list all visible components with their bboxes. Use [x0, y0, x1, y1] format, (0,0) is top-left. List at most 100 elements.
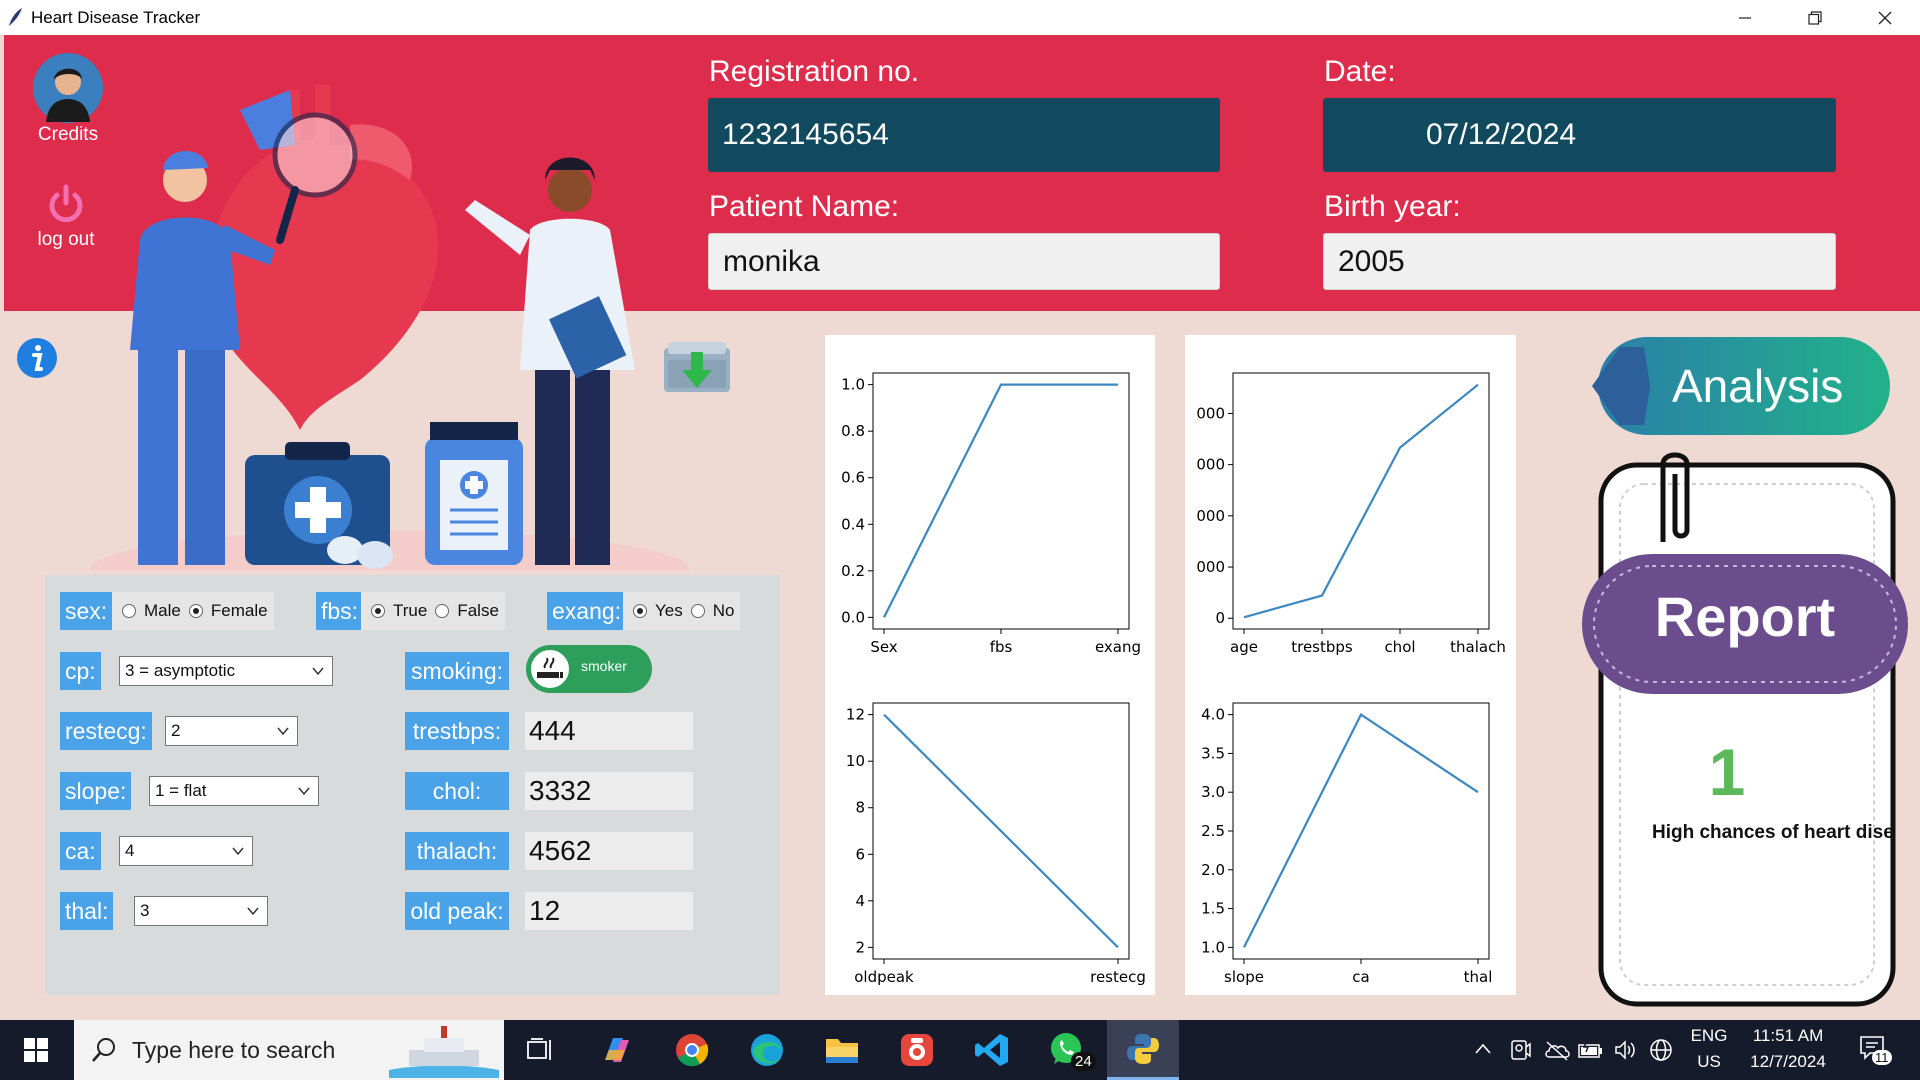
fbs-false-radio[interactable] — [435, 604, 450, 618]
y-tick-label: 2.0 — [1201, 861, 1225, 879]
clock-time: 11:51 AM — [1752, 1026, 1824, 1045]
ca-select[interactable]: 4 — [119, 836, 253, 866]
ca-label: ca: — [60, 832, 101, 870]
python-icon — [1127, 1033, 1159, 1064]
trestbps-input[interactable]: 444 — [525, 712, 693, 750]
y-tick-label: 0.2 — [841, 562, 865, 580]
fbs-true-radio[interactable] — [371, 604, 385, 618]
thalach-label: thalach: — [405, 832, 509, 870]
edge-app[interactable] — [737, 1020, 797, 1080]
restore-icon — [1808, 10, 1822, 25]
chrome-app[interactable] — [662, 1020, 722, 1080]
vscode-app[interactable] — [962, 1020, 1022, 1080]
cp-select[interactable]: 3 = asymptotic — [119, 656, 333, 686]
slope-select[interactable]: 1 = flat — [149, 776, 319, 806]
smoking-toggle[interactable]: smoker — [526, 645, 652, 693]
series-line — [883, 713, 1119, 949]
exang-radio-group: Yes No — [623, 592, 741, 630]
birth-year-input[interactable]: 2005 — [1323, 233, 1836, 290]
exang-yes-radio[interactable] — [633, 604, 647, 618]
chevron-up-icon[interactable] — [1474, 1042, 1492, 1056]
restore-button[interactable] — [1780, 0, 1850, 35]
y-tick-label: 3.5 — [1201, 744, 1225, 762]
chart-svg: 2 4 6 8 10 12 oldpeak restecg — [846, 702, 1146, 986]
chol-label: chol: — [405, 772, 509, 810]
language-indicator[interactable]: ENG US — [1686, 1026, 1732, 1072]
chart-slope-ca-thal: 1.0 1.5 2.0 2.5 3.0 3.5 4.0 slope ca thal — [1185, 665, 1516, 995]
chart-sex-fbs-exang: 0.0 0.2 0.4 0.6 0.8 1.0 Sex fbs exang — [825, 335, 1155, 665]
start-button[interactable] — [0, 1020, 72, 1080]
logout-button[interactable]: log out — [28, 183, 104, 251]
window-title: Heart Disease Tracker — [31, 8, 201, 27]
title-bar: Heart Disease Tracker — [0, 0, 1920, 35]
registration-label: Registration no. — [709, 55, 920, 88]
close-button[interactable] — [1850, 0, 1920, 35]
sex-male-radio[interactable] — [122, 604, 136, 618]
restecg-select-value: 2 — [171, 721, 181, 740]
sex-female-label: Female — [210, 601, 268, 620]
notification-count: 11 — [1872, 1050, 1892, 1065]
series-line — [1243, 713, 1479, 948]
camera-app[interactable] — [887, 1020, 947, 1080]
thalach-input[interactable]: 4562 — [525, 832, 693, 870]
x-tick-label: fbs — [990, 638, 1013, 656]
onedrive-icon[interactable] — [1543, 1038, 1571, 1062]
analysis-label: Analysis — [1672, 360, 1844, 412]
sex-female-radio[interactable] — [188, 604, 203, 618]
analysis-button[interactable]: Analysis — [1592, 337, 1892, 435]
clock[interactable]: 11:51 AM 12/7/2024 — [1740, 1026, 1836, 1072]
y-tick-label: 1.0 — [1201, 938, 1225, 956]
minimize-icon — [1739, 16, 1751, 19]
fbs-true-label: True — [393, 601, 428, 620]
smoking-toggle-text: smoker — [581, 658, 627, 674]
y-tick-label: 1.5 — [1201, 900, 1225, 918]
patient-header: Registration no. 1232145654 Date: 07/12/… — [4, 35, 1920, 311]
credits-button[interactable]: Credits — [28, 52, 108, 146]
chol-input[interactable]: 3332 — [525, 772, 693, 810]
y-tick-label: 000 — [1196, 507, 1225, 525]
info-icon[interactable] — [16, 337, 58, 379]
ca-select-value: 4 — [125, 841, 135, 860]
date-input[interactable]: 07/12/2024 — [1323, 98, 1836, 172]
meet-icon[interactable] — [1508, 1038, 1532, 1062]
oldpeak-input[interactable]: 12 — [525, 892, 693, 930]
exang-label: exang: — [547, 592, 627, 630]
volume-icon[interactable] — [1613, 1038, 1637, 1062]
taskbar-search[interactable]: Type here to search — [74, 1020, 504, 1080]
patient-name-input[interactable]: monika — [708, 233, 1220, 290]
y-tick-label: 0.8 — [841, 422, 865, 440]
y-tick-label: 2 — [855, 938, 865, 956]
x-tick-label: Sex — [870, 638, 897, 656]
python-app-active[interactable] — [1107, 1020, 1179, 1080]
battery-icon[interactable] — [1578, 1040, 1604, 1060]
cp-label: cp: — [60, 652, 101, 690]
task-view-button[interactable] — [510, 1020, 570, 1080]
minimize-button[interactable] — [1710, 0, 1780, 35]
copilot-app[interactable] — [587, 1020, 647, 1080]
x-tick-label: exang — [1095, 638, 1141, 656]
x-tick-label: chol — [1384, 638, 1415, 656]
thal-select[interactable]: 3 — [134, 896, 268, 926]
smoking-toggle-knob — [529, 648, 571, 690]
restecg-select[interactable]: 2 — [165, 716, 298, 746]
globe-icon[interactable] — [1649, 1038, 1673, 1062]
x-tick-label: age — [1230, 638, 1258, 656]
x-tick-label: slope — [1224, 968, 1264, 986]
whatsapp-app[interactable]: 24 — [1037, 1020, 1099, 1080]
y-tick-label: 4 — [855, 892, 865, 910]
exang-no-radio[interactable] — [690, 604, 705, 618]
chart-age-trestbps-chol-thalach: 0 000 000 000 000 age trestbps chol thalach — [1185, 335, 1516, 665]
y-tick-label: 1.0 — [841, 376, 865, 394]
chart-frame — [1232, 702, 1490, 960]
download-icon[interactable] — [662, 338, 732, 394]
chart-svg: 0.0 0.2 0.4 0.6 0.8 1.0 Sex fbs exang — [841, 372, 1141, 656]
notifications-button[interactable]: 11 — [1858, 1034, 1898, 1074]
slope-label: slope: — [60, 772, 132, 810]
y-tick-label: 000 — [1196, 558, 1225, 576]
thal-select-value: 3 — [140, 901, 150, 920]
registration-input[interactable]: 1232145654 — [708, 98, 1220, 172]
file-explorer-app[interactable] — [812, 1020, 872, 1080]
exang-no-label: No — [712, 601, 735, 620]
feather-icon — [9, 8, 22, 26]
search-highlight-icon — [389, 1026, 499, 1078]
